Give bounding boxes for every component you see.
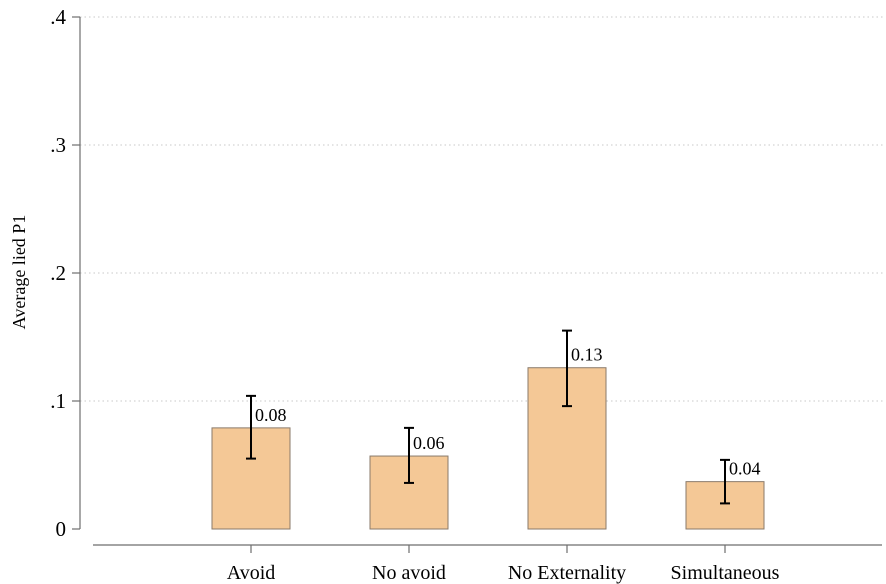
- x-tick-label: Avoid: [227, 562, 276, 584]
- x-tick-label: No avoid: [372, 562, 446, 584]
- gridlines: [80, 16, 885, 402]
- x-tick-label: Simultaneous: [671, 562, 780, 584]
- x-tick-label: No Externality: [508, 562, 626, 584]
- y-tick-label: .2: [50, 261, 66, 285]
- y-tick-label: .1: [50, 389, 66, 413]
- y-axis-label: Average lied P1: [9, 215, 29, 330]
- data-label: 0.04: [729, 459, 761, 479]
- y-tick-label: .4: [50, 5, 66, 29]
- data-label: 0.13: [571, 345, 603, 365]
- axes: [72, 16, 882, 553]
- labels: 0 .1 .2 .3 .4 0.08 Avoid 0.06 No avoid 0.13 No Ext…: [50, 5, 779, 584]
- y-tick-label: 0: [56, 517, 67, 541]
- data-label: 0.08: [255, 405, 287, 425]
- data-label: 0.06: [413, 433, 445, 453]
- y-tick-label: .3: [50, 133, 66, 157]
- bars: [211, 329, 765, 530]
